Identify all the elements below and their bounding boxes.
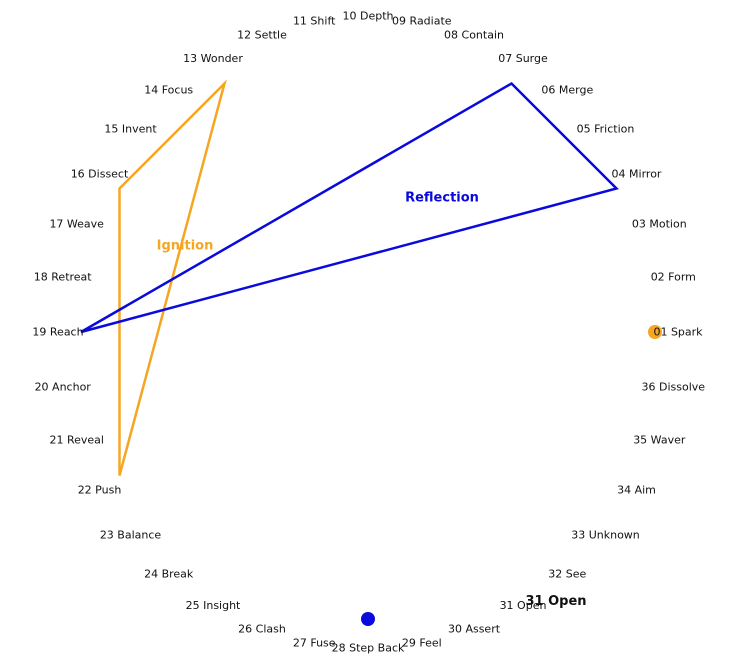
node-label-24: 24 Break	[144, 568, 194, 581]
node-label-05: 05 Friction	[577, 122, 635, 135]
node-label-10: 10 Depth	[343, 10, 394, 23]
node-label-07: 07 Surge	[498, 52, 548, 65]
shape-labels: Ignition Reflection	[157, 191, 479, 254]
node-label-26: 26 Clash	[238, 622, 286, 635]
node-label-36: 36 Dissolve	[642, 380, 706, 393]
node-label-06: 06 Merge	[541, 83, 593, 96]
node-label-19: 19 Reach	[32, 326, 83, 339]
node-label-33: 33 Unknown	[571, 529, 640, 542]
node-label-04: 04 Mirror	[612, 168, 662, 181]
node-label-31: 31 Open	[500, 599, 547, 612]
node-label-29: 29 Feel	[402, 637, 442, 650]
node-label-03: 03 Motion	[632, 217, 687, 230]
node-label-17: 17 Weave	[49, 217, 104, 230]
marker-28	[361, 612, 375, 626]
node-label-21: 21 Reveal	[49, 434, 103, 447]
node-labels: 01 Spark 02 Form 03 Motion 04 Mirror 05 Fric…	[32, 10, 705, 655]
node-label-14: 14 Focus	[144, 83, 193, 96]
node-label-22: 22 Push	[78, 484, 122, 497]
node-label-18: 18 Retreat	[34, 271, 93, 284]
marker-01	[648, 325, 662, 339]
node-label-27: 27 Fuse	[293, 637, 336, 650]
node-label-34: 34 Aim	[617, 484, 656, 497]
node-label-25: 25 Insight	[186, 599, 241, 612]
node-label-11: 11 Shift	[293, 14, 336, 27]
node-label-28: 28 Step Back	[332, 642, 405, 655]
node-label-30: 30 Assert	[448, 622, 501, 635]
highlight-label: 31 Open	[525, 594, 586, 609]
markers-layer	[361, 325, 662, 626]
node-label-35: 35 Waver	[633, 434, 686, 447]
node-label-02: 02 Form	[651, 271, 696, 284]
node-label-08: 08 Contain	[444, 29, 504, 42]
shapes-layer	[80, 79, 619, 476]
shape-label-reflection: Reflection	[405, 191, 479, 206]
node-label-12: 12 Settle	[237, 29, 287, 42]
node-label-16: 16 Dissect	[71, 168, 129, 181]
node-label-09: 09 Radiate	[392, 14, 452, 27]
node-label-23: 23 Balance	[100, 529, 162, 542]
node-label-01: 01 Spark	[653, 326, 703, 339]
node-label-15: 15 Invent	[104, 122, 157, 135]
node-label-20: 20 Anchor	[35, 380, 92, 393]
shape-label-ignition: Ignition	[157, 239, 214, 254]
node-label-13: 13 Wonder	[183, 52, 243, 65]
shape-reflection	[80, 81, 619, 334]
node-label-32: 32 See	[548, 568, 586, 581]
